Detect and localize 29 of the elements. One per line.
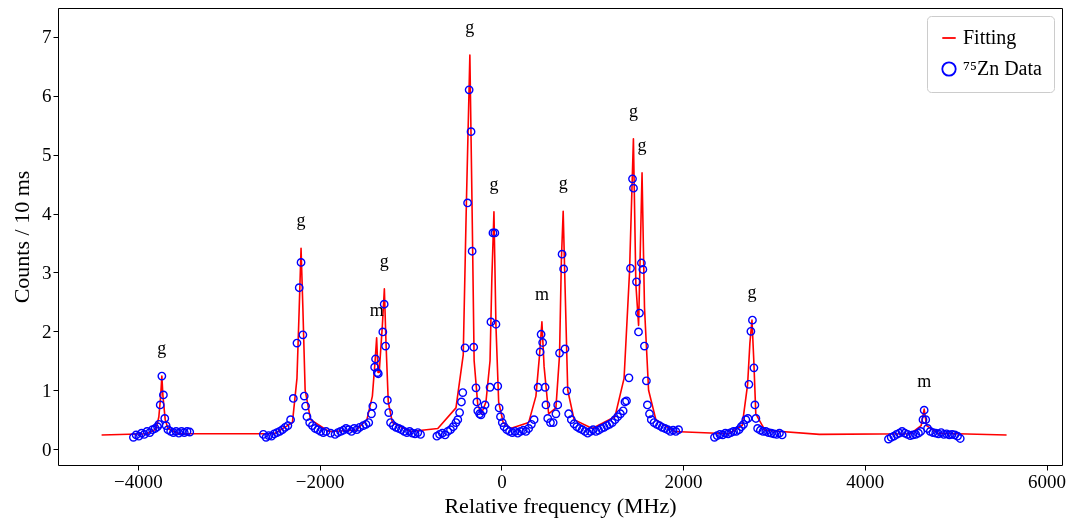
y-tick-label: 6: [42, 85, 52, 107]
x-tick-label: 6000: [1028, 470, 1067, 492]
x-tick-label: 2000: [664, 470, 703, 492]
annotation: g: [465, 17, 475, 38]
y-tick-label: 7: [42, 26, 52, 48]
x-tick-label: 4000: [846, 470, 885, 492]
x-tick-label: 0: [497, 470, 507, 492]
annotation: g: [747, 282, 757, 303]
annotation: g: [296, 210, 306, 231]
annotation: g: [628, 100, 638, 121]
y-tick-label: 5: [42, 144, 52, 166]
y-tick-label: 3: [42, 261, 52, 283]
annotation: g: [558, 173, 568, 194]
y-tick-label: 4: [42, 203, 52, 225]
annotation: g: [489, 173, 499, 194]
y-tick-label: 2: [42, 320, 52, 342]
annotation: m: [917, 371, 932, 392]
annotation: m: [534, 283, 549, 304]
y-tick-label: 1: [42, 379, 52, 401]
y-axis-title: Counts / 10 ms: [9, 170, 34, 304]
annotation: g: [157, 338, 167, 359]
annotation: g: [379, 250, 389, 271]
x-tick-label: −4000: [114, 470, 163, 492]
legend-label: Fitting: [963, 26, 1017, 49]
annotation: g: [637, 134, 647, 155]
legend-label: ⁷⁵Zn Data: [963, 57, 1043, 79]
x-axis-title: Relative frequency (MHz): [444, 492, 677, 518]
y-tick-label: 0: [42, 438, 52, 460]
x-tick-label: −2000: [295, 470, 345, 492]
